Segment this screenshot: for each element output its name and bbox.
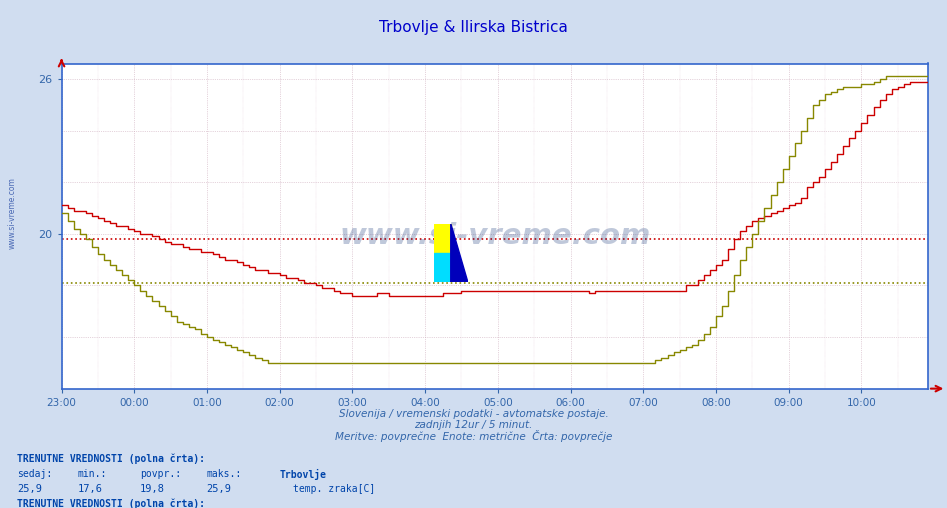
Bar <box>434 252 451 282</box>
Text: maks.:: maks.: <box>206 469 241 480</box>
Text: Trbovlje & Ilirska Bistrica: Trbovlje & Ilirska Bistrica <box>379 20 568 36</box>
Text: Slovenija / vremenski podatki - avtomatske postaje.: Slovenija / vremenski podatki - avtomats… <box>339 409 608 419</box>
Text: www.si-vreme.com: www.si-vreme.com <box>339 222 651 250</box>
Text: www.si-vreme.com: www.si-vreme.com <box>8 177 17 249</box>
Text: TRENUTNE VREDNOSTI (polna črta):: TRENUTNE VREDNOSTI (polna črta): <box>17 453 205 464</box>
Text: 19,8: 19,8 <box>140 484 165 494</box>
Text: Trbovlje: Trbovlje <box>279 469 327 481</box>
Bar <box>434 224 451 252</box>
Text: TRENUTNE VREDNOSTI (polna črta):: TRENUTNE VREDNOSTI (polna črta): <box>17 499 205 508</box>
Text: min.:: min.: <box>78 469 107 480</box>
Text: povpr.:: povpr.: <box>140 469 181 480</box>
Text: 25,9: 25,9 <box>17 484 42 494</box>
Text: sedaj:: sedaj: <box>17 469 52 480</box>
Text: temp. zraka[C]: temp. zraka[C] <box>293 484 375 494</box>
Text: 17,6: 17,6 <box>78 484 102 494</box>
Text: 25,9: 25,9 <box>206 484 231 494</box>
Text: Meritve: povprečne  Enote: metrične  Črta: povprečje: Meritve: povprečne Enote: metrične Črta:… <box>335 430 612 442</box>
Text: zadnjih 12ur / 5 minut.: zadnjih 12ur / 5 minut. <box>415 420 532 430</box>
Polygon shape <box>451 224 468 282</box>
